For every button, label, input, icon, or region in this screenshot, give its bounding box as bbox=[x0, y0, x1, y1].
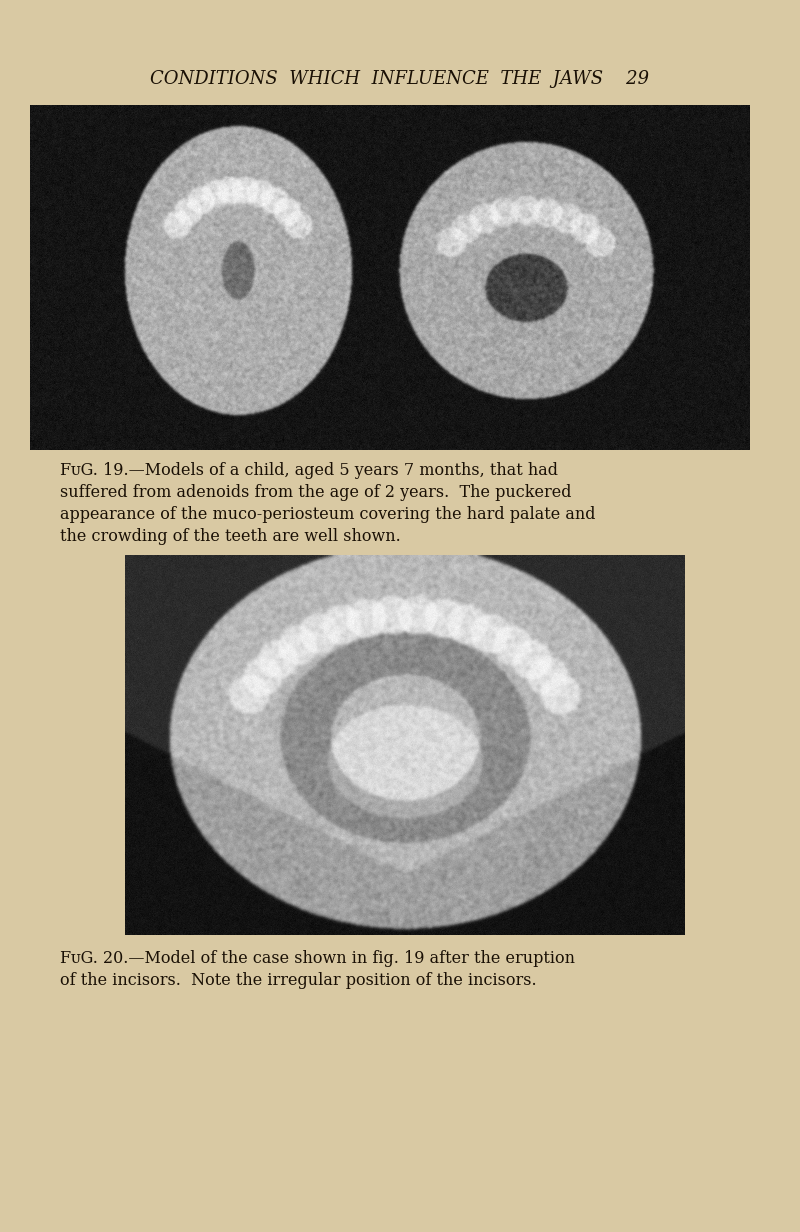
Text: of the incisors.  Note the irregular position of the incisors.: of the incisors. Note the irregular posi… bbox=[60, 972, 537, 989]
Bar bbox=[125, 554, 685, 935]
Text: FᴜG. 19.—Models of a child, aged 5 years 7 months, that had: FᴜG. 19.—Models of a child, aged 5 years… bbox=[60, 462, 558, 479]
Text: appearance of the muco-periosteum covering the hard palate and: appearance of the muco-periosteum coveri… bbox=[60, 506, 595, 524]
Text: the crowding of the teeth are well shown.: the crowding of the teeth are well shown… bbox=[60, 529, 401, 545]
Text: FᴜG. 20.—Model of the case shown in fig. 19 after the eruption: FᴜG. 20.—Model of the case shown in fig.… bbox=[60, 950, 575, 967]
Bar bbox=[30, 105, 750, 450]
Text: suffered from adenoids from the age of 2 years.  The puckered: suffered from adenoids from the age of 2… bbox=[60, 484, 571, 501]
Text: CONDITIONS  WHICH  INFLUENCE  THE  JAWS    29: CONDITIONS WHICH INFLUENCE THE JAWS 29 bbox=[150, 70, 650, 87]
